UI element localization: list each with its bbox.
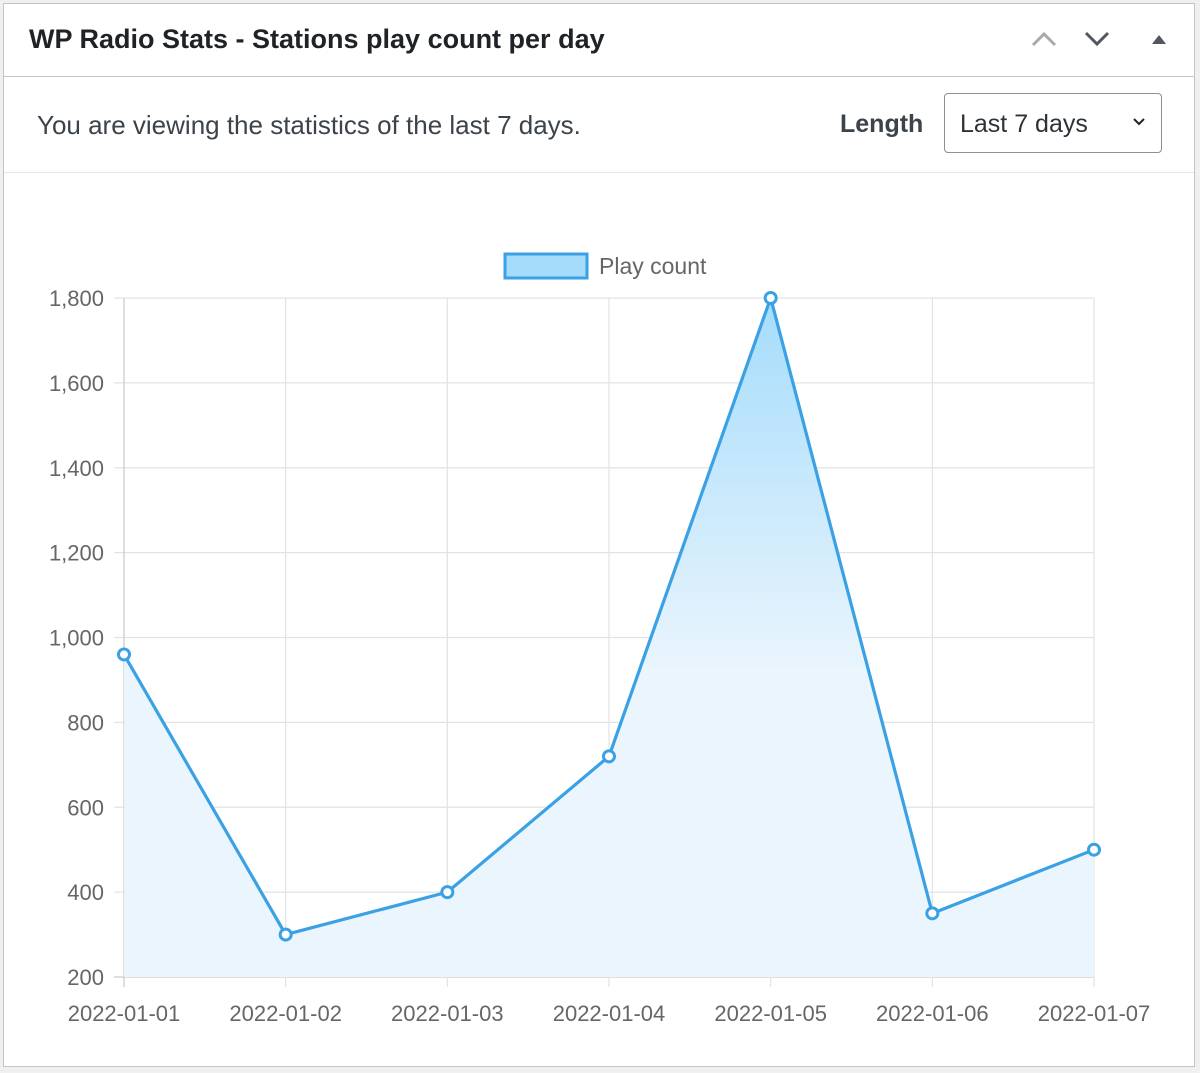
x-tick-label: 2022-01-01 [68, 1001, 181, 1026]
chevron-down-icon [1133, 118, 1145, 126]
stats-widget: WP Radio Stats - Stations play count per… [3, 3, 1195, 1067]
y-tick-label: 200 [67, 965, 104, 990]
y-tick-label: 1,000 [49, 626, 104, 651]
chevron-down-icon [1084, 31, 1110, 47]
length-label: Length [840, 110, 924, 138]
y-tick-label: 1,200 [49, 541, 104, 566]
move-down-button[interactable] [1080, 22, 1114, 56]
legend-label[interactable]: Play count [599, 253, 707, 279]
x-tick-label: 2022-01-03 [391, 1001, 504, 1026]
series-area [124, 298, 1094, 977]
line-chart: 200 400 600 800 1,000 1,200 1,400 1,600 1,800 202… [49, 252, 1151, 1026]
data-point[interactable] [925, 906, 940, 921]
y-tick-label: 1,600 [49, 371, 104, 396]
toggle-panel-button[interactable] [1142, 22, 1176, 56]
x-tick-label: 2022-01-02 [229, 1001, 342, 1026]
move-up-button[interactable] [1027, 22, 1061, 56]
data-point[interactable] [440, 885, 455, 900]
y-tick-label: 1,400 [49, 456, 104, 481]
legend-swatch[interactable] [503, 252, 589, 280]
widget-title: WP Radio Stats - Stations play count per… [29, 24, 605, 54]
x-tick-label: 2022-01-05 [714, 1001, 827, 1026]
x-tick-label: 2022-01-07 [1038, 1001, 1151, 1026]
y-tick-label: 600 [67, 795, 104, 820]
chart-area: 200 400 600 800 1,000 1,200 1,400 1,600 1,800 202… [4, 4, 1196, 1068]
x-tick-label: 2022-01-06 [876, 1001, 989, 1026]
triangle-up-icon [1152, 35, 1166, 44]
period-info-text: You are viewing the statistics of the la… [37, 110, 581, 140]
data-point[interactable] [117, 647, 131, 662]
length-select-value: Last 7 days [960, 110, 1088, 138]
data-point[interactable] [278, 927, 293, 942]
x-tick-label: 2022-01-04 [553, 1001, 666, 1026]
widget-header: WP Radio Stats - Stations play count per… [4, 4, 1194, 77]
data-point[interactable] [763, 291, 778, 305]
y-tick-label: 400 [67, 880, 104, 905]
y-tick-label: 1,800 [49, 286, 104, 311]
data-point[interactable] [602, 749, 616, 764]
data-point[interactable] [1087, 842, 1101, 857]
y-tick-label: 800 [67, 710, 104, 735]
length-select[interactable]: Last 7 days [944, 93, 1162, 153]
stats-toolbar: You are viewing the statistics of the la… [4, 76, 1194, 173]
chevron-up-icon [1031, 31, 1057, 47]
